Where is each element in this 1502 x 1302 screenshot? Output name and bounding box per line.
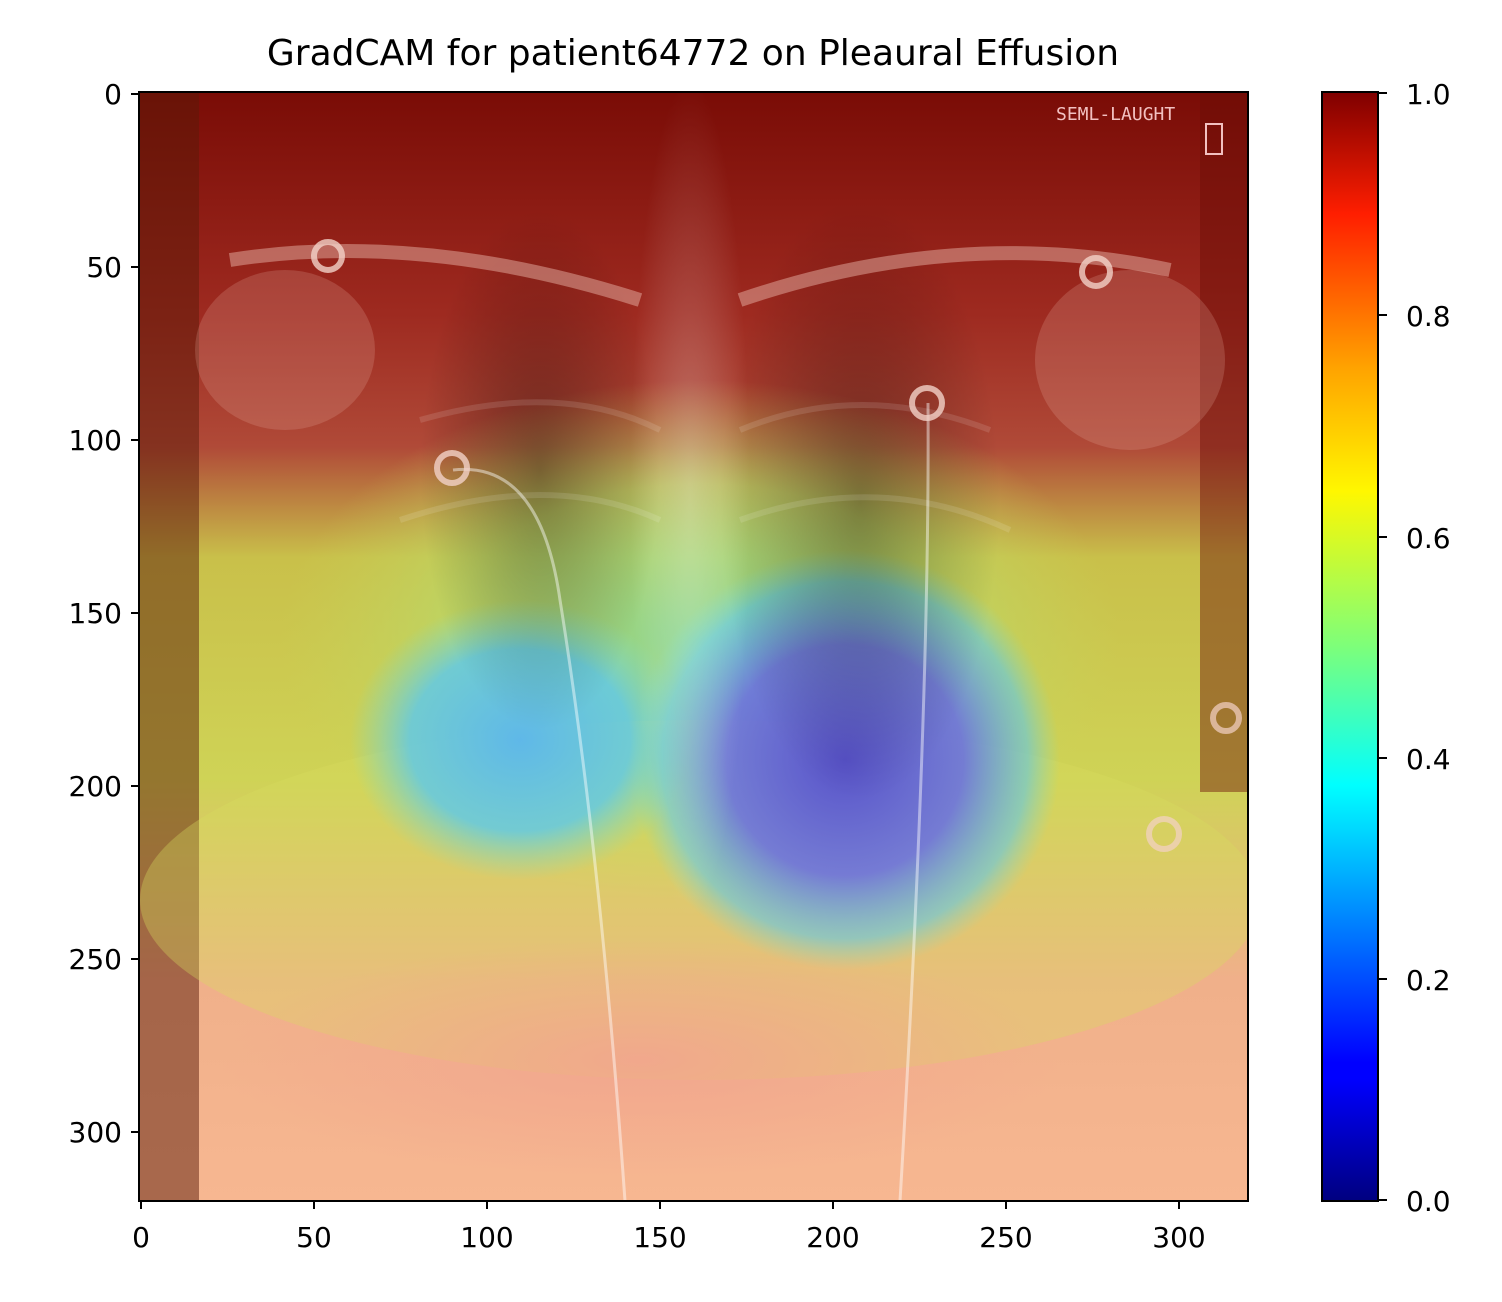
- x-tick-label: 0: [132, 1221, 150, 1254]
- y-axis: 0 50 100 150 200 250 300: [69, 78, 139, 1149]
- colorbar-tick-label: 0.6: [1406, 522, 1451, 555]
- x-tick-label: 300: [1152, 1221, 1205, 1254]
- y-tick-label: 300: [69, 1116, 122, 1149]
- xray-heatmap-image: SEML-LAUGHT: [139, 92, 1248, 1201]
- colorbar-tick-label: 0.4: [1406, 743, 1451, 776]
- colorbar-tick-label: 0.8: [1406, 300, 1451, 333]
- y-tick-label: 150: [69, 597, 122, 630]
- figure-title: GradCAM for patient64772 on Pleaural Eff…: [267, 33, 1119, 74]
- y-tick-label: 0: [104, 78, 122, 111]
- xray-overlay-text: SEML-LAUGHT: [1056, 104, 1175, 125]
- image-frame: [138, 91, 1249, 1202]
- y-tick-label: 50: [86, 251, 122, 284]
- y-tick-label: 250: [69, 943, 122, 976]
- x-tick-label: 150: [633, 1221, 686, 1254]
- y-tick-label: 200: [69, 770, 122, 803]
- x-tick-label: 100: [460, 1221, 513, 1254]
- colorbar-tick-label: 1.0: [1406, 78, 1451, 111]
- x-tick-label: 250: [979, 1221, 1032, 1254]
- colorbar-tick-label: 0.2: [1406, 964, 1451, 997]
- colorbar-gradient: [1321, 91, 1379, 1202]
- x-axis: 0 50 100 150 200 250 300: [132, 1201, 1206, 1254]
- x-tick-label: 200: [806, 1221, 859, 1254]
- colorbar-tick-label: 0.0: [1406, 1185, 1451, 1218]
- x-tick-label: 50: [296, 1221, 332, 1254]
- colorbar: 0.0 0.2 0.4 0.6 0.8 1.0: [1321, 78, 1451, 1218]
- y-tick-label: 100: [69, 424, 122, 457]
